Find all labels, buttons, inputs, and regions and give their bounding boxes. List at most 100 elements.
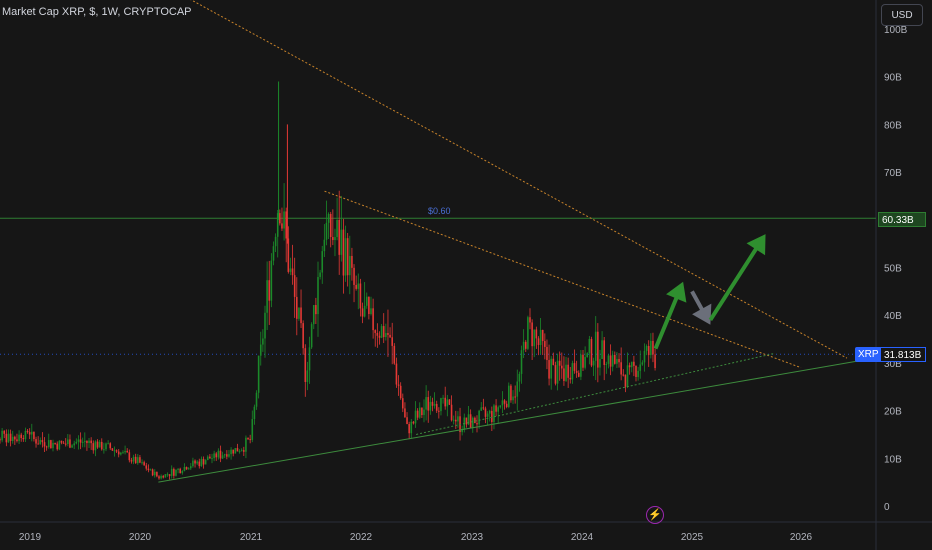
y-tick-label: 10B [884, 454, 902, 465]
candle-body [64, 443, 67, 445]
y-tick-label: 40B [884, 311, 902, 322]
candle-body [194, 460, 196, 464]
candle-body [467, 414, 470, 425]
candle-body [192, 460, 194, 467]
candle-body [272, 246, 275, 261]
candle-body [395, 363, 398, 385]
candle-body [206, 456, 209, 461]
candle-body [637, 370, 639, 378]
candle-body [289, 268, 292, 272]
candle-body [179, 468, 181, 474]
candle-body [558, 360, 561, 366]
candle-body [421, 407, 423, 416]
candle-body [603, 340, 605, 365]
candle-body [418, 407, 421, 418]
candle-body [334, 237, 336, 241]
candle-body [28, 432, 31, 435]
candle-body [635, 365, 637, 378]
candle-body [336, 219, 338, 238]
candle-body [283, 211, 285, 229]
candle-body [105, 443, 107, 450]
candle-body [582, 354, 584, 368]
candle-body [601, 340, 603, 360]
candle-body [537, 338, 540, 346]
candle-body [488, 410, 491, 414]
candle-body [262, 338, 264, 345]
candle-body [100, 441, 103, 450]
candle-body [650, 340, 652, 356]
arrow-up-icon [653, 281, 687, 350]
candle-body [14, 436, 16, 440]
candle-body [474, 417, 476, 424]
candle-body [56, 443, 59, 450]
candle-body [359, 283, 362, 309]
candle-body [406, 417, 408, 425]
candle-body [571, 363, 574, 380]
candle-body [626, 365, 629, 387]
candle-body [592, 360, 595, 366]
candle-body [370, 308, 372, 315]
candle-body [505, 403, 508, 407]
candle-body [300, 307, 302, 324]
candle-body [597, 331, 599, 368]
arrow-down-icon [690, 290, 712, 325]
candle-body [200, 458, 203, 467]
candle-body [259, 344, 262, 356]
candle-body [561, 365, 563, 369]
candle-body [253, 406, 256, 420]
candle-body [94, 441, 97, 451]
candle-body [433, 403, 436, 406]
candle-body [247, 437, 249, 440]
candle-body [329, 213, 332, 238]
candle-body [287, 238, 290, 272]
x-tick-label: 2023 [461, 532, 484, 543]
candle-body [633, 361, 635, 366]
candle-body [137, 457, 139, 464]
candle-body [480, 407, 483, 411]
candle-body [187, 468, 190, 470]
candle-body [491, 410, 493, 423]
candle-body [609, 355, 612, 367]
candle-body [565, 364, 567, 381]
candle-body [605, 363, 608, 365]
candle-body [516, 381, 519, 397]
candle-body [319, 272, 321, 277]
candle-body [69, 439, 71, 448]
currency-button[interactable]: USD [881, 4, 923, 26]
candle-body [111, 448, 114, 451]
candle-body [26, 430, 29, 433]
candle-body [431, 401, 434, 406]
candle-body [643, 350, 646, 363]
candle-body [196, 461, 198, 464]
lightning-icon[interactable]: ⚡ [646, 506, 664, 524]
candle-body [641, 362, 644, 365]
candle-body [43, 442, 46, 447]
candle-body [139, 457, 141, 463]
candle-body [293, 275, 296, 297]
candle-body [446, 399, 449, 407]
candle-body [325, 222, 328, 240]
candle-body [450, 404, 453, 421]
candle-body [457, 416, 459, 422]
candle-body [484, 408, 487, 417]
candle-body [497, 407, 499, 412]
candle-body [177, 468, 179, 470]
candle-body [645, 345, 648, 351]
candle-body [81, 441, 84, 443]
candle-body [349, 255, 351, 276]
candle-body [616, 358, 618, 364]
candle-body [577, 372, 580, 377]
candle-body [402, 398, 404, 409]
trendline-support [158, 357, 875, 483]
trendline-upper-resistance [190, 0, 848, 359]
candle-body [397, 384, 400, 386]
x-tick-label: 2026 [790, 532, 813, 543]
candle-body [264, 312, 266, 339]
candle-body [3, 430, 6, 434]
level-price-label: $0.60 [428, 206, 451, 216]
y-tick-label: 90B [884, 73, 902, 84]
candle-body [170, 468, 173, 476]
candle-body [590, 338, 593, 366]
